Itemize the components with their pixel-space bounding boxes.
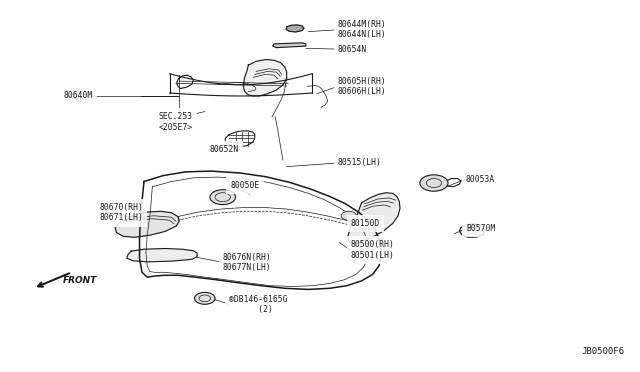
Polygon shape (460, 224, 485, 237)
Text: FRONT: FRONT (63, 276, 97, 285)
Text: 80676N(RH)
80677N(LH): 80676N(RH) 80677N(LH) (223, 253, 271, 272)
Text: 80654N: 80654N (338, 45, 367, 54)
Polygon shape (115, 211, 179, 237)
Polygon shape (127, 248, 197, 262)
Text: 80150D: 80150D (351, 219, 380, 228)
Text: B0570M: B0570M (466, 224, 495, 233)
Circle shape (210, 190, 236, 205)
Circle shape (467, 228, 477, 234)
Circle shape (420, 175, 448, 191)
Polygon shape (273, 43, 306, 48)
Text: ®DB146-6165G
      (2): ®DB146-6165G (2) (229, 295, 287, 314)
Polygon shape (348, 193, 400, 244)
Circle shape (195, 292, 215, 304)
Polygon shape (286, 25, 304, 32)
Circle shape (341, 211, 356, 220)
Text: 80515(LH): 80515(LH) (338, 158, 382, 167)
Text: 80605H(RH)
80606H(LH): 80605H(RH) 80606H(LH) (338, 77, 387, 96)
Text: JB0500F6: JB0500F6 (581, 347, 624, 356)
Text: 80053A: 80053A (466, 175, 495, 184)
Polygon shape (243, 60, 287, 96)
Text: 80670(RH)
80671(LH): 80670(RH) 80671(LH) (99, 203, 143, 222)
Text: 80644M(RH)
80644N(LH): 80644M(RH) 80644N(LH) (338, 20, 387, 39)
Text: 80500(RH)
80501(LH): 80500(RH) 80501(LH) (351, 240, 395, 260)
Text: 80652N: 80652N (210, 145, 239, 154)
Text: 80640M: 80640M (64, 92, 93, 100)
Text: SEC.253
<205E7>: SEC.253 <205E7> (159, 112, 193, 132)
Text: 80050E: 80050E (230, 181, 260, 190)
